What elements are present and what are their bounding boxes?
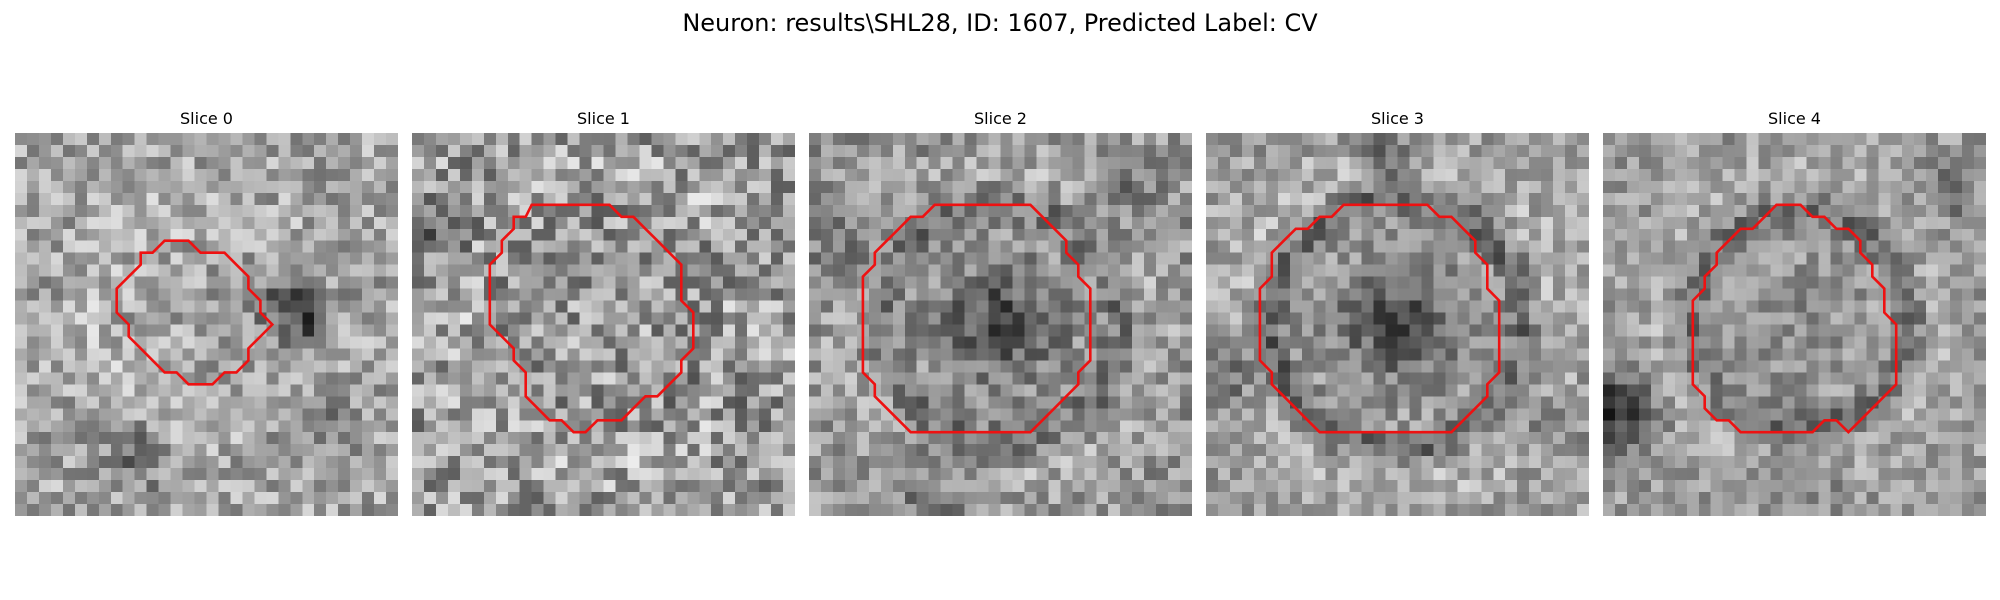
- pixel-grid: [15, 133, 398, 516]
- slice-panel-2: Slice 2: [809, 108, 1192, 516]
- pixel-grid: [412, 133, 795, 516]
- slice-image-4: [1603, 133, 1986, 516]
- slice-title-0: Slice 0: [180, 109, 233, 128]
- slice-panel-1: Slice 1: [412, 108, 795, 516]
- slice-title-4: Slice 4: [1768, 109, 1821, 128]
- segmentation-contour: [861, 203, 1092, 434]
- slice-panel-4: Slice 4: [1603, 108, 1986, 516]
- figure-title: Neuron: results\SHL28, ID: 1607, Predict…: [682, 9, 1318, 37]
- slice-image-1: [412, 133, 795, 516]
- pixel-grid: [1603, 133, 1986, 516]
- segmentation-contour: [488, 203, 695, 434]
- segmentation-contour: [1691, 203, 1898, 435]
- slice-title-2: Slice 2: [974, 109, 1027, 128]
- pixel-grid: [809, 133, 1192, 516]
- slice-panel-3: Slice 3: [1206, 108, 1589, 516]
- slice-title-3: Slice 3: [1371, 109, 1424, 128]
- slice-panel-0: Slice 0: [15, 108, 398, 516]
- slice-title-1: Slice 1: [577, 109, 630, 128]
- slice-image-0: [15, 133, 398, 516]
- segmentation-contour: [1258, 203, 1501, 434]
- segmentation-contour: [115, 239, 275, 386]
- slice-image-2: [809, 133, 1192, 516]
- slice-image-3: [1206, 133, 1589, 516]
- pixel-grid: [1206, 133, 1589, 516]
